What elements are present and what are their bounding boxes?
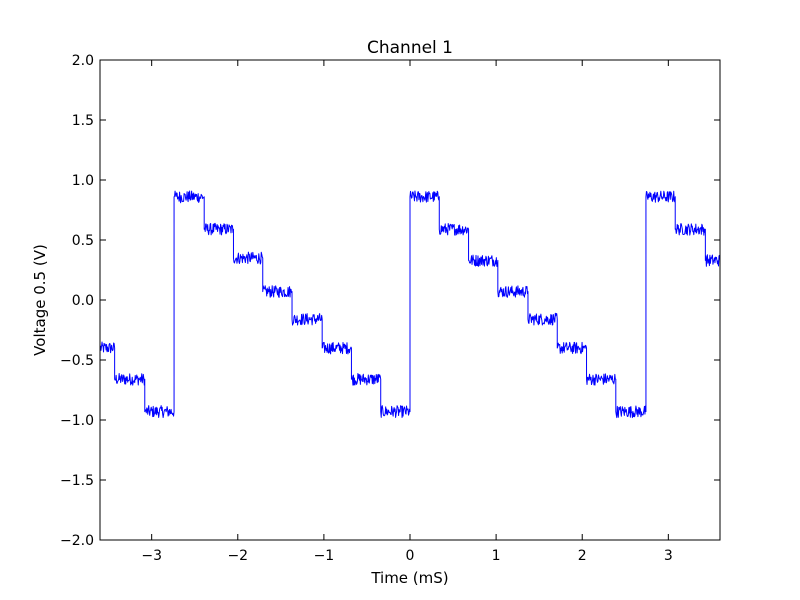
y-axis: −2.0 −1.5 −1.0 −0.5 0.0 0.5 1.0 1.5 2.0 xyxy=(60,53,720,549)
y-tick-label: 0.5 xyxy=(72,233,94,249)
x-tick-label: −2 xyxy=(227,548,248,564)
x-tick-label: −1 xyxy=(314,548,335,564)
series-layer xyxy=(100,190,720,419)
y-tick-label: 1.0 xyxy=(72,173,94,189)
series-line-0 xyxy=(100,190,720,419)
chart-title: Channel 1 xyxy=(367,38,453,58)
x-tick-label: −3 xyxy=(141,548,162,564)
x-tick-label: 0 xyxy=(406,548,415,564)
y-tick-label: 0.0 xyxy=(72,293,94,309)
x-axis-title: Time (mS) xyxy=(370,569,448,587)
y-tick-label: −1.5 xyxy=(60,473,94,489)
x-tick-label: 3 xyxy=(664,548,673,564)
y-tick-label: 1.5 xyxy=(72,113,94,129)
y-tick-label: −2.0 xyxy=(60,533,94,549)
y-axis-title: Voltage 0.5 (V) xyxy=(31,244,49,356)
x-tick-label: 1 xyxy=(492,548,501,564)
y-tick-label: −1.0 xyxy=(60,413,94,429)
y-tick-label: −0.5 xyxy=(60,353,94,369)
x-axis: −3 −2 −1 0 1 2 3 xyxy=(141,60,673,564)
x-tick-label: 2 xyxy=(578,548,587,564)
y-tick-label: 2.0 xyxy=(72,53,94,69)
